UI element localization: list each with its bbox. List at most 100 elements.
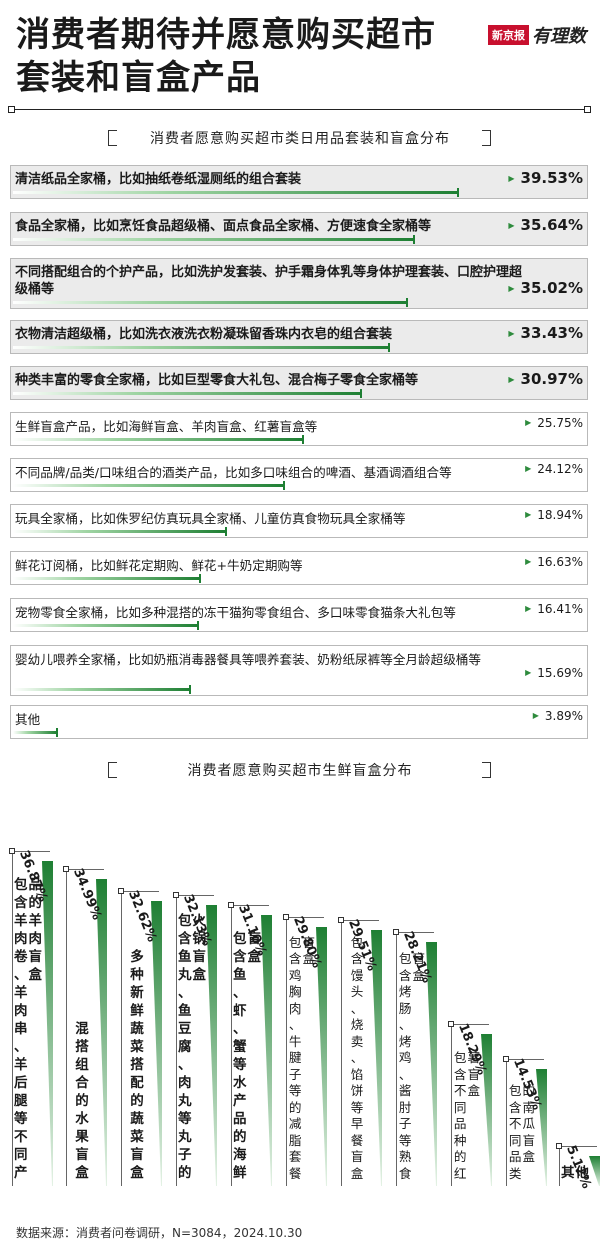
top-divider bbox=[10, 109, 590, 110]
column-bar bbox=[96, 879, 107, 1186]
column-frame bbox=[506, 1059, 544, 1186]
bar-value-label: 39.53% bbox=[520, 169, 583, 187]
column-category-label: 其他 bbox=[561, 1165, 589, 1181]
divider-dot-left bbox=[8, 106, 15, 113]
column-frame bbox=[451, 1024, 489, 1186]
bar-row: 不同品牌/品类/口味组合的酒类产品，比如多口味组合的啤酒、基酒调酒组合等 ▶ 24.… bbox=[10, 458, 588, 492]
bar bbox=[13, 574, 201, 583]
column-frame bbox=[396, 932, 434, 1186]
brand-logo: 新京报 有理数 bbox=[488, 22, 586, 48]
bar-row: 种类丰富的零食全家桶，比如巨型零食大礼包、混合梅子零食全家桶等 ▶ 30.97% bbox=[10, 366, 588, 400]
bar bbox=[13, 188, 459, 197]
bar-value-label: 15.69% bbox=[537, 666, 583, 680]
bar bbox=[13, 435, 304, 444]
bar-category-label: 不同搭配组合的个护产品，比如洗护发套装、护手霜身体乳等身体护理套装、口腔护理超级… bbox=[15, 265, 523, 297]
bar-value-label: 18.94% bbox=[537, 508, 583, 522]
bar-value: ▶ 30.97% bbox=[508, 370, 583, 388]
column-frame bbox=[341, 920, 379, 1186]
triangle-icon: ▶ bbox=[508, 174, 515, 183]
triangle-icon: ▶ bbox=[525, 418, 532, 427]
bar-value-label: 35.02% bbox=[520, 279, 583, 297]
column-frame bbox=[231, 905, 269, 1186]
column-dot bbox=[63, 866, 69, 872]
column-bar bbox=[536, 1069, 547, 1186]
bar-row: 宠物零食全家桶，比如多种混搭的冻干猫狗零食组合、多口味零食猫条大礼包等 ▶ 16.4… bbox=[10, 598, 588, 632]
triangle-icon: ▶ bbox=[525, 510, 532, 519]
column-dot bbox=[556, 1143, 562, 1149]
bar-category-label: 生鲜盲盒产品，比如海鲜盲盒、羊肉盲盒、红薯盲盒等 bbox=[15, 419, 318, 434]
bar bbox=[13, 481, 285, 490]
column-frame bbox=[12, 851, 50, 1186]
triangle-icon: ▶ bbox=[525, 464, 532, 473]
bar-row: 衣物清洁超级桶，比如洗衣液洗衣粉凝珠留香珠内衣皂的组合套装 ▶ 33.43% bbox=[10, 320, 588, 354]
bar bbox=[13, 621, 199, 630]
bar bbox=[13, 685, 191, 694]
bar-row: 食品全家桶，比如烹饪食品超级桶、面点食品全家桶、方便速食全家桶等 ▶ 35.64% bbox=[10, 212, 588, 246]
triangle-icon: ▶ bbox=[508, 329, 515, 338]
bar-category-label: 鲜花订阅桶，比如鲜花定期购、鲜花+牛奶定期购等 bbox=[15, 558, 303, 573]
bar-row: 生鲜盲盒产品，比如海鲜盲盒、羊肉盲盒、红薯盲盒等 ▶ 25.75% bbox=[10, 412, 588, 446]
column-dot bbox=[283, 914, 289, 920]
bar-value: ▶ 25.75% bbox=[525, 416, 583, 430]
triangle-icon: ▶ bbox=[508, 375, 515, 384]
bar-value-label: 35.64% bbox=[520, 216, 583, 234]
bar-value-label: 25.75% bbox=[537, 416, 583, 430]
bar-value: ▶ 35.02% bbox=[508, 279, 583, 297]
bar bbox=[13, 527, 227, 536]
bar-value-label: 3.89% bbox=[544, 709, 583, 723]
column-dot bbox=[338, 917, 344, 923]
column-frame bbox=[66, 869, 104, 1186]
bar-value-label: 16.63% bbox=[537, 555, 583, 569]
column-category-label: 包含羊肉卷、羊肉串、羊后腿等不同产品的羊肉盲盒 bbox=[14, 877, 42, 1181]
column-category-label: 混搭组合的水果盲盒 bbox=[75, 1021, 89, 1181]
bar-value-label: 33.43% bbox=[520, 324, 583, 342]
column-dot bbox=[448, 1021, 454, 1027]
bar-category-label: 清洁纸品全家桶，比如抽纸卷纸湿厕纸的组合套装 bbox=[15, 172, 302, 187]
bar-value: ▶ 39.53% bbox=[508, 169, 583, 187]
section-bracket-right bbox=[482, 130, 491, 146]
bar-row: 其他 ▶ 3.89% bbox=[10, 705, 588, 739]
bar bbox=[13, 298, 408, 307]
bar-value-label: 30.97% bbox=[520, 370, 583, 388]
column-frame bbox=[559, 1146, 597, 1186]
triangle-icon: ▶ bbox=[525, 668, 532, 677]
bar-row: 玩具全家桶，比如侏罗纪仿真玩具全家桶、儿童仿真食物玩具全家桶等 ▶ 18.94% bbox=[10, 504, 588, 538]
column-bar bbox=[481, 1034, 492, 1186]
bar bbox=[13, 728, 58, 737]
bar-value: ▶ 24.12% bbox=[525, 462, 583, 476]
logo-text: 有理数 bbox=[532, 26, 586, 47]
bar bbox=[13, 235, 415, 244]
bar-category-label: 衣物清洁超级桶，比如洗衣液洗衣粉凝珠留香珠内衣皂的组合套装 bbox=[15, 327, 393, 342]
bar-category-label: 食品全家桶，比如烹饪食品超级桶、面点食品全家桶、方便速食全家桶等 bbox=[15, 219, 432, 234]
triangle-icon: ▶ bbox=[508, 284, 515, 293]
column-frame bbox=[176, 895, 214, 1186]
page-title: 消费者期待并愿意购买超市套装和盲盒产品 bbox=[16, 15, 436, 98]
bar-value: ▶ 16.41% bbox=[525, 602, 583, 616]
column-bar bbox=[206, 905, 217, 1186]
bar-category-label: 种类丰富的零食全家桶，比如巨型零食大礼包、混合梅子零食全家桶等 bbox=[15, 373, 419, 388]
bar-category-label: 玩具全家桶，比如侏罗纪仿真玩具全家桶、儿童仿真食物玩具全家桶等 bbox=[15, 511, 406, 526]
bar bbox=[13, 343, 390, 352]
triangle-icon: ▶ bbox=[525, 604, 532, 613]
column-category-label: 包含鱼丸、鱼豆腐、肉丸等丸子的火锅盲盒 bbox=[178, 913, 206, 1181]
bar-category-label: 宠物零食全家桶，比如多种混搭的冻干猫狗零食组合、多口味零食猫条大礼包等 bbox=[15, 605, 456, 620]
bar-value-label: 16.41% bbox=[537, 602, 583, 616]
column-dot bbox=[228, 902, 234, 908]
bar-row: 清洁纸品全家桶，比如抽纸卷纸湿厕纸的组合套装 ▶ 39.53% bbox=[10, 165, 588, 199]
daily-goods-chart-title: 消费者愿意购买超市类日用品套装和盲盒分布 bbox=[150, 131, 450, 147]
section-bracket-left bbox=[108, 762, 117, 778]
column-frame bbox=[121, 891, 159, 1186]
column-category-label: 包含烤肠、烤鸡、酱肘子等熟食盲盒 bbox=[398, 951, 426, 1181]
bar-row: 不同搭配组合的个护产品，比如洗护发套装、护手霜身体乳等身体护理套装、口腔护理超级… bbox=[10, 258, 588, 309]
bar-value: ▶ 15.69% bbox=[525, 666, 583, 680]
column-bar bbox=[316, 927, 327, 1186]
logo-mark: 新京报 bbox=[488, 25, 529, 45]
column-category-label: 包含鱼、虾、蟹等水产品的海鲜盲盒 bbox=[233, 931, 261, 1181]
column-bar bbox=[151, 901, 162, 1186]
column-bar bbox=[589, 1156, 600, 1186]
column-category-label: 包含鸡胸肉、牛腱子等的减脂套餐盲盒 bbox=[288, 934, 316, 1181]
bar-category-label: 其他 bbox=[15, 712, 41, 727]
column-dot bbox=[118, 888, 124, 894]
column-bar bbox=[426, 942, 437, 1186]
column-bar bbox=[371, 930, 382, 1186]
